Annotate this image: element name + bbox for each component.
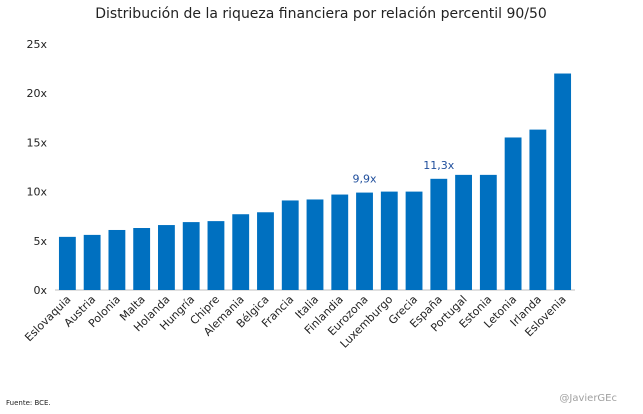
data-label-eurozona: 9,9x — [353, 173, 377, 186]
y-tick-label: 15x — [26, 136, 47, 149]
chart-title: Distribución de la riqueza financiera po… — [95, 6, 547, 22]
credit-watermark: @JavierGEc — [559, 393, 617, 404]
bar-bélgica — [257, 212, 274, 290]
bar-chipre — [207, 221, 225, 290]
annotations: 9,9x 11,3x — [353, 159, 455, 186]
y-tick-label: 10x — [26, 186, 47, 199]
bar-alemania — [232, 214, 250, 290]
bars — [58, 73, 572, 291]
y-axis: 0x 5x 10x 15x 20x 25x — [26, 38, 47, 297]
data-label-españa: 11,3x — [423, 159, 454, 172]
y-tick-label: 0x — [33, 284, 47, 297]
bar-eurozona — [356, 192, 373, 290]
source-note: Fuente: BCE. — [6, 399, 51, 407]
bar-austria — [83, 234, 101, 290]
bar-malta — [133, 228, 151, 290]
bar-francia — [281, 200, 299, 290]
bar-luxemburgo — [380, 191, 398, 290]
bar-irlanda — [529, 129, 547, 290]
bar-estonia — [479, 174, 497, 290]
bar-polonia — [108, 229, 126, 290]
bar-letonia — [504, 137, 522, 290]
bar-hungría — [182, 222, 200, 290]
bar-eslovaquia — [58, 236, 76, 290]
bar-grecia — [405, 191, 423, 290]
y-tick-label: 5x — [33, 235, 47, 248]
y-tick-label: 25x — [26, 38, 47, 51]
y-tick-label: 20x — [26, 87, 47, 100]
bar-españa — [430, 178, 448, 290]
bar-italia — [306, 199, 324, 290]
bar-holanda — [158, 225, 175, 290]
bar-portugal — [455, 174, 472, 290]
bar-finlandia — [331, 194, 349, 290]
bar-eslovenia — [554, 73, 572, 291]
x-axis-labels: EslovaquiaAustriaPoloniaMaltaHolandaHung… — [22, 293, 568, 351]
